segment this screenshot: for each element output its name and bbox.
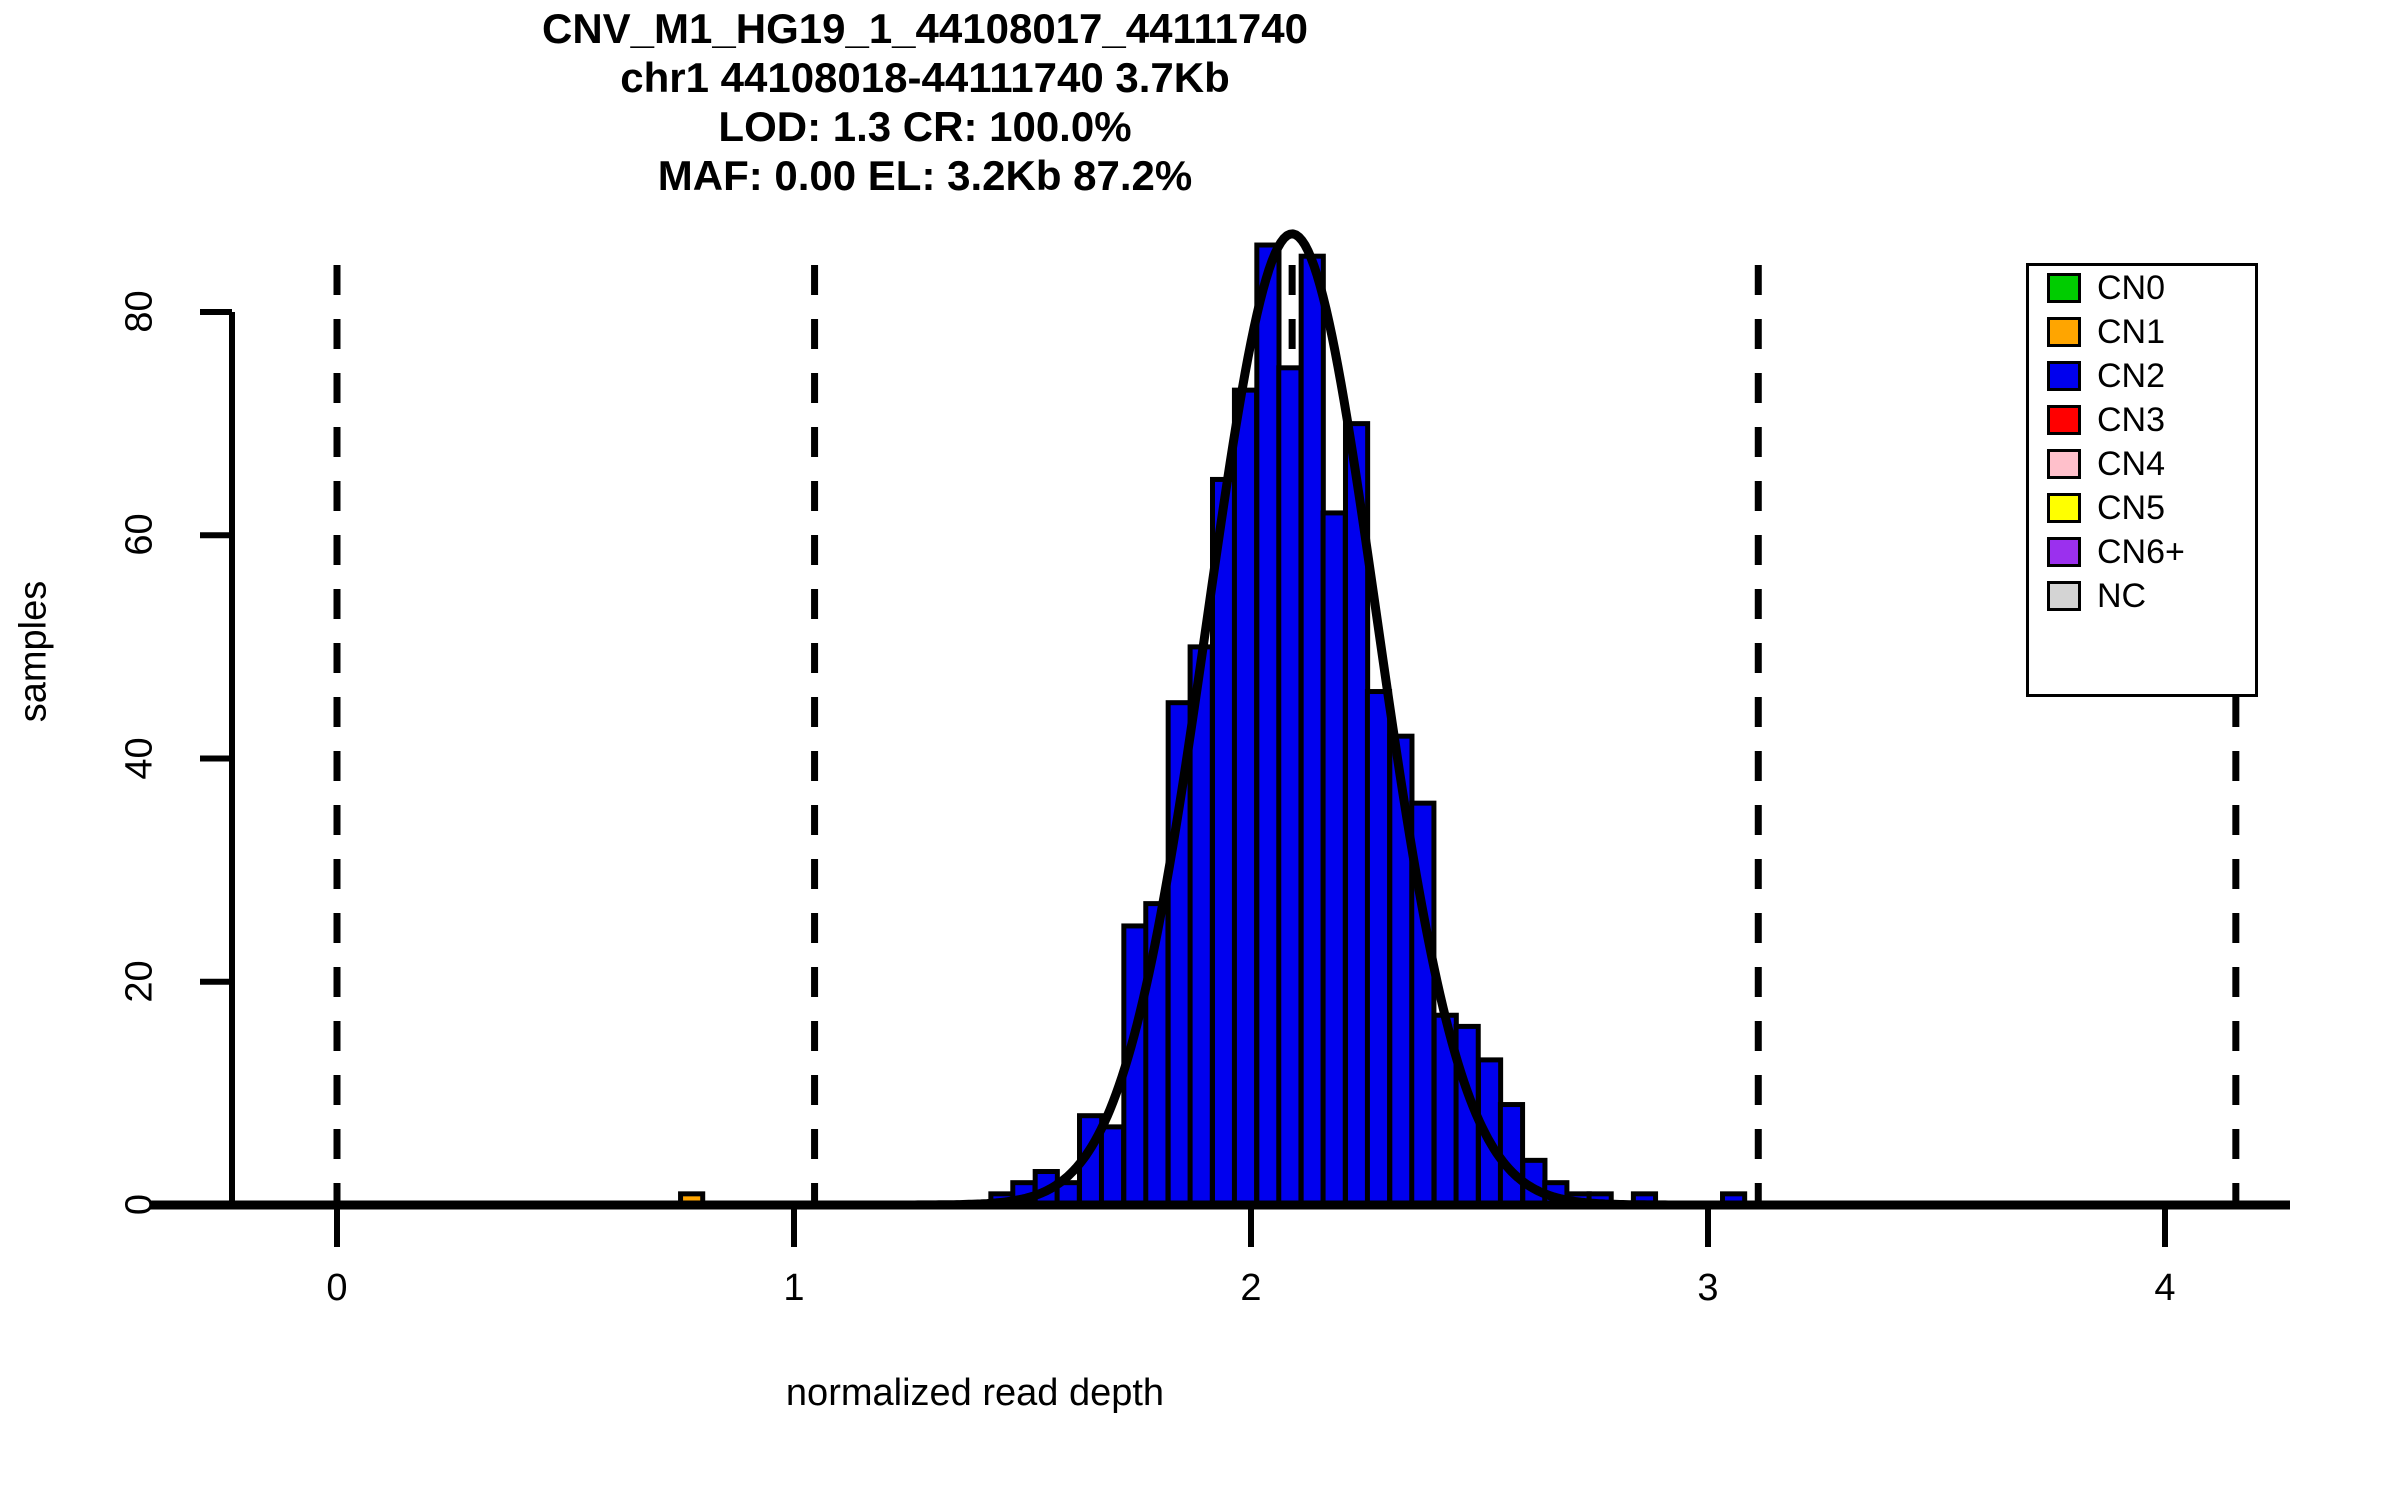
legend-swatch-icon (2047, 405, 2081, 435)
histogram-bar (1231, 387, 1260, 1208)
legend-item-cn2[interactable]: CN2 (2029, 354, 2255, 398)
legend-item-label: NC (2097, 577, 2147, 615)
legend-item-cn6plus[interactable]: CN6+ (2029, 530, 2255, 574)
y-tick-label: 40 (118, 736, 161, 780)
x-tick-label: 2 (1240, 1267, 1262, 1309)
histogram-bar (1320, 510, 1348, 1208)
x-tick-label: 1 (783, 1267, 805, 1309)
title-line-4: MAF: 0.00 EL: 3.2Kb 87.2% (657, 152, 1193, 199)
legend-swatch-icon (2047, 581, 2081, 611)
chart-title-block: CNV_M1_HG19_1_44108017_44111740 chr1 441… (0, 4, 1850, 200)
x-tick-label: 4 (2154, 1267, 2176, 1309)
title-line-1: CNV_M1_HG19_1_44108017_44111740 (542, 5, 1308, 52)
legend-item-label: CN5 (2097, 489, 2166, 527)
legend-item-label: CN1 (2097, 313, 2166, 351)
histogram-bar (1298, 253, 1326, 1208)
legend-item-nc[interactable]: NC (2029, 574, 2255, 618)
legend-item-label: CN4 (2097, 445, 2166, 483)
legend-swatch-icon (2047, 493, 2081, 523)
histogram-bar (1276, 365, 1304, 1208)
y-tick-label: 20 (118, 960, 161, 1003)
legend-item-label: CN0 (2097, 269, 2166, 307)
legend-item-label: CN2 (2097, 357, 2166, 395)
legend-swatch-icon (2047, 317, 2081, 347)
y-tick-label: 0 (118, 1193, 161, 1216)
cn-legend: CN0 CN1 CN2 CN3 CN4 CN5 CN6+ NC (2026, 263, 2258, 697)
legend-swatch-icon (2047, 449, 2081, 479)
legend-item-cn0[interactable]: CN0 (2029, 266, 2255, 310)
legend-item-cn5[interactable]: CN5 (2029, 486, 2255, 530)
histogram-bar (1254, 242, 1282, 1208)
x-tick-label: 3 (1697, 1267, 1719, 1309)
legend-item-cn3[interactable]: CN3 (2029, 398, 2255, 442)
legend-swatch-icon (2047, 361, 2081, 391)
legend-swatch-icon (2047, 273, 2081, 303)
y-tick-label: 60 (118, 513, 161, 556)
legend-item-label: CN6+ (2097, 533, 2185, 571)
legend-item-cn4[interactable]: CN4 (2029, 442, 2255, 486)
x-tick-label: 0 (326, 1267, 348, 1309)
histogram-bar (1497, 1102, 1526, 1208)
y-tick-label: 80 (118, 290, 161, 333)
legend-item-label: CN3 (2097, 401, 2166, 439)
histogram-bar (1098, 1124, 1127, 1208)
x-axis-label: normalized read depth (785, 1372, 1165, 1414)
title-line-2: chr1 44108018-44111740 3.7Kb (620, 54, 1230, 101)
title-line-3: LOD: 1.3 CR: 100.0% (718, 103, 1132, 150)
legend-swatch-icon (2047, 537, 2081, 567)
legend-item-cn1[interactable]: CN1 (2029, 310, 2255, 354)
histogram-bar (1364, 689, 1393, 1208)
